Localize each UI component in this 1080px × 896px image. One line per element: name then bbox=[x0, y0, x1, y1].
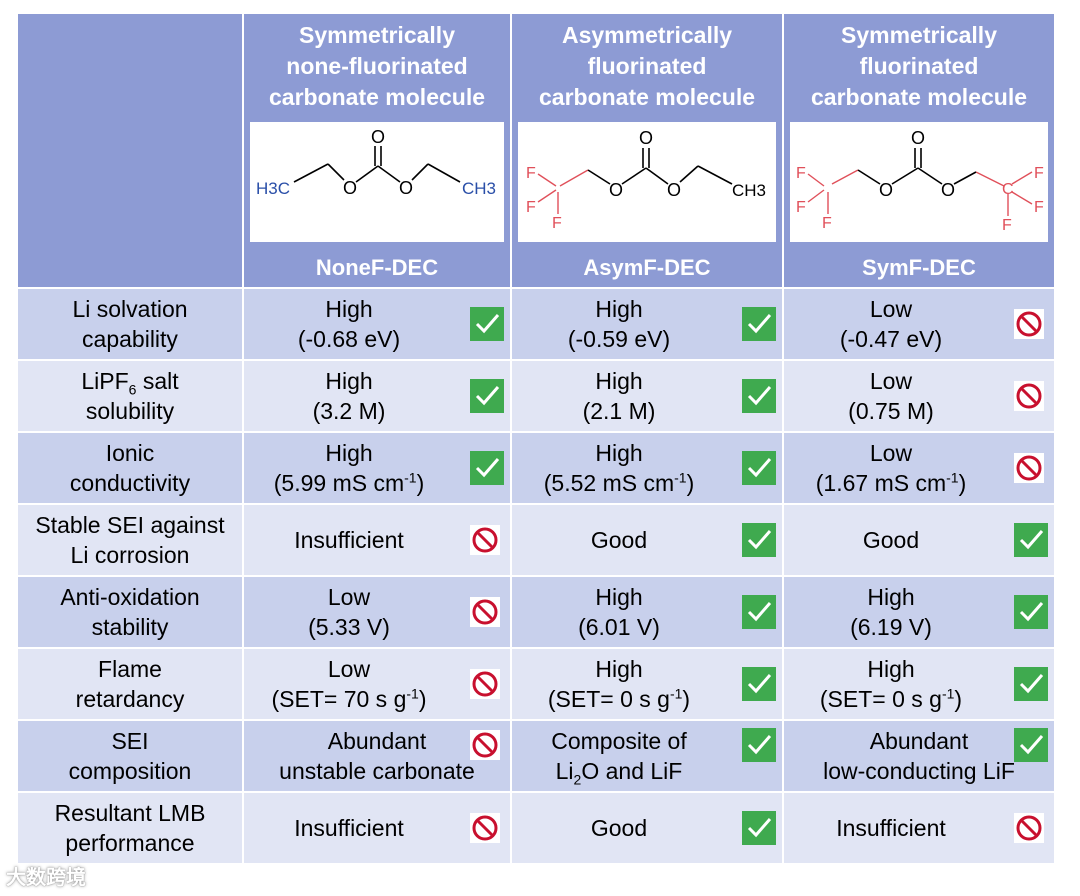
fluorine-label: F bbox=[822, 215, 832, 232]
prohibited-icon bbox=[470, 525, 500, 555]
header-asymf: Asymmetrically fluorinated carbonate mol… bbox=[512, 14, 782, 287]
check-icon bbox=[742, 595, 776, 629]
fluorine-label: F bbox=[526, 165, 536, 182]
check-icon bbox=[470, 379, 504, 413]
carbon-label: C bbox=[1002, 181, 1014, 198]
oxygen-label: O bbox=[371, 127, 385, 147]
header-symf: Symmetrically fluorinated carbonate mole… bbox=[784, 14, 1054, 287]
prohibited-icon bbox=[1014, 453, 1044, 483]
oxygen-label: O bbox=[639, 128, 653, 148]
prohibited-icon bbox=[470, 669, 500, 699]
header-corner bbox=[18, 14, 242, 287]
prohibited-icon bbox=[1014, 381, 1044, 411]
table-cell: Low (5.33 V) bbox=[244, 577, 510, 647]
table-cell: High (3.2 M) bbox=[244, 361, 510, 431]
table-cell: High (SET= 0 s g-1) bbox=[512, 649, 782, 719]
table-cell: Composite of Li2O and LiF bbox=[512, 721, 782, 791]
table-cell: High (5.99 mS cm-1) bbox=[244, 433, 510, 503]
table-cell: Insufficient bbox=[244, 505, 510, 575]
check-icon bbox=[742, 811, 776, 845]
table-cell: Good bbox=[784, 505, 1054, 575]
oxygen-label: O bbox=[343, 178, 357, 198]
check-icon bbox=[470, 307, 504, 341]
table-cell: Good bbox=[512, 793, 782, 863]
table-cell: High (2.1 M) bbox=[512, 361, 782, 431]
comparison-table: Symmetrically none-fluorinated carbonate… bbox=[18, 14, 1054, 864]
fluorine-label: F bbox=[1002, 217, 1012, 234]
fluorine-label: F bbox=[552, 215, 562, 232]
fluorine-label: F bbox=[796, 165, 806, 182]
oxygen-label: O bbox=[911, 128, 925, 148]
molecule-name: SymF-DEC bbox=[862, 255, 976, 280]
header-title: Symmetrically none-fluorinated carbonate… bbox=[268, 22, 486, 110]
row-label: LiPF6 salt solubility bbox=[18, 361, 242, 431]
fluorine-label: F bbox=[1034, 199, 1044, 216]
oxygen-label: O bbox=[609, 180, 623, 200]
table-cell: High (-0.68 eV) bbox=[244, 289, 510, 359]
check-icon bbox=[742, 451, 776, 485]
asymf-molecule-diagram: F F F O O O CH3 bbox=[526, 128, 766, 232]
check-icon bbox=[1014, 523, 1048, 557]
table-cell: Low (SET= 70 s g-1) bbox=[244, 649, 510, 719]
row-label: SEI composition bbox=[18, 721, 242, 791]
prohibited-icon bbox=[470, 597, 500, 627]
watermark: 大数跨境 bbox=[6, 867, 86, 889]
table-cell: High (6.19 V) bbox=[784, 577, 1054, 647]
check-icon bbox=[742, 379, 776, 413]
header-title: Symmetrically fluorinated carbonate mole… bbox=[810, 22, 1028, 110]
asymf-structure: F F F O O O CH3 bbox=[518, 122, 776, 242]
table-cell: High (5.52 mS cm-1) bbox=[512, 433, 782, 503]
table-cell: High (SET= 0 s g-1) bbox=[784, 649, 1054, 719]
header-nonef: Symmetrically none-fluorinated carbonate… bbox=[244, 14, 510, 287]
prohibited-icon bbox=[1014, 309, 1044, 339]
table-cell: High (-0.59 eV) bbox=[512, 289, 782, 359]
fluorine-label: F bbox=[1034, 165, 1044, 182]
prohibited-icon bbox=[470, 813, 500, 843]
table-cell: Low (0.75 M) bbox=[784, 361, 1054, 431]
methyl-label: CH3 bbox=[732, 181, 766, 200]
symf-molecule-diagram: F F F F F F C O O O bbox=[796, 128, 1044, 234]
table-cell: Insufficient bbox=[244, 793, 510, 863]
row-label: Li solvation capability bbox=[18, 289, 242, 359]
check-icon bbox=[470, 451, 504, 485]
check-icon bbox=[742, 523, 776, 557]
oxygen-label: O bbox=[879, 180, 893, 200]
table-cell: Low (1.67 mS cm-1) bbox=[784, 433, 1054, 503]
nonef-structure: O O O H3C CH3 bbox=[250, 122, 504, 242]
row-label: Resultant LMB performance bbox=[18, 793, 242, 863]
methyl-label: CH3 bbox=[462, 179, 496, 198]
table-cell: Good bbox=[512, 505, 782, 575]
table-cell: Insufficient bbox=[784, 793, 1054, 863]
row-label: Stable SEI against Li corrosion bbox=[18, 505, 242, 575]
methyl-label: H3C bbox=[256, 179, 290, 198]
table-cell: High (6.01 V) bbox=[512, 577, 782, 647]
table-cell: Abundant low-conducting LiF bbox=[784, 721, 1054, 791]
row-label: Flame retardancy bbox=[18, 649, 242, 719]
oxygen-label: O bbox=[941, 180, 955, 200]
check-icon bbox=[1014, 595, 1048, 629]
check-icon bbox=[742, 307, 776, 341]
check-icon bbox=[742, 667, 776, 701]
oxygen-label: O bbox=[399, 178, 413, 198]
prohibited-icon bbox=[470, 730, 500, 760]
table-cell: Abundant unstable carbonate bbox=[244, 721, 510, 791]
row-label: Anti-oxidation stability bbox=[18, 577, 242, 647]
oxygen-label: O bbox=[667, 180, 681, 200]
prohibited-icon bbox=[1014, 813, 1044, 843]
header-title: Asymmetrically fluorinated carbonate mol… bbox=[538, 22, 756, 110]
fluorine-label: F bbox=[526, 199, 536, 216]
check-icon bbox=[1014, 728, 1048, 762]
row-label: Ionic conductivity bbox=[18, 433, 242, 503]
fluorine-label: F bbox=[796, 199, 806, 216]
check-icon bbox=[1014, 667, 1048, 701]
table-cell: Low (-0.47 eV) bbox=[784, 289, 1054, 359]
symf-structure: F F F F F F C O O O bbox=[790, 122, 1048, 242]
molecule-name: AsymF-DEC bbox=[583, 255, 711, 280]
molecule-name: NoneF-DEC bbox=[315, 255, 439, 280]
check-icon bbox=[742, 728, 776, 762]
nonef-molecule-diagram: O O O H3C CH3 bbox=[256, 127, 496, 198]
